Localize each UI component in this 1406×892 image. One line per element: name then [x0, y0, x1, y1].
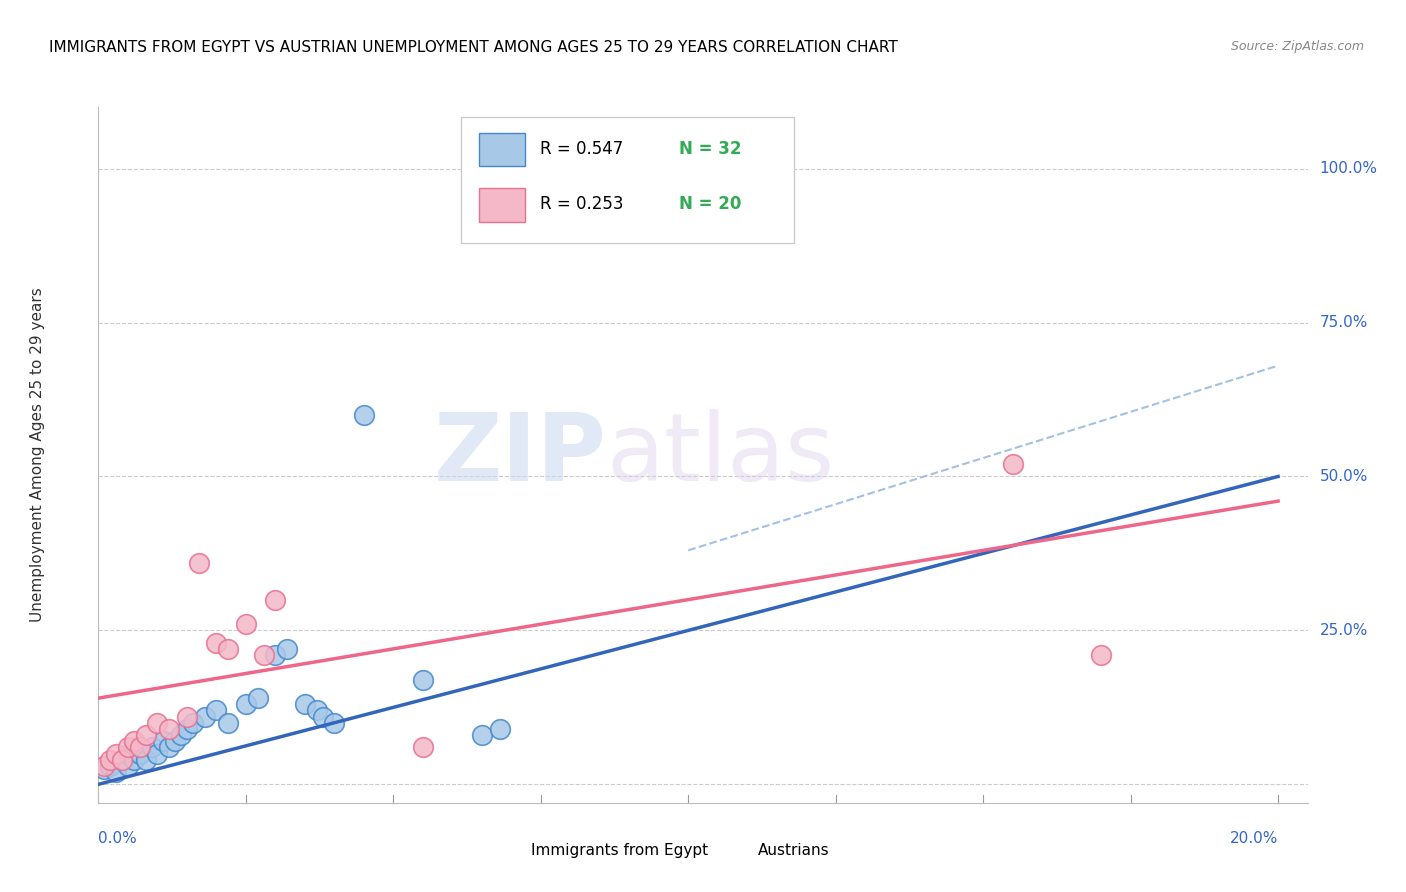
Text: R = 0.253: R = 0.253 [540, 195, 623, 213]
Point [294, 698, 316, 712]
Point [205, 703, 228, 717]
Point [187, 556, 209, 570]
Point [305, 703, 328, 717]
Point [157, 722, 180, 736]
Point [111, 753, 134, 767]
Text: 0.0%: 0.0% [98, 830, 138, 846]
Point [117, 759, 139, 773]
Text: Austrians: Austrians [758, 843, 830, 857]
Point [323, 715, 346, 730]
Point [1090, 648, 1112, 662]
Text: IMMIGRANTS FROM EGYPT VS AUSTRIAN UNEMPLOYMENT AMONG AGES 25 TO 29 YEARS CORRELA: IMMIGRANTS FROM EGYPT VS AUSTRIAN UNEMPL… [49, 40, 898, 55]
Point [276, 641, 298, 656]
Point [1001, 457, 1024, 471]
Point [264, 592, 287, 607]
Point [152, 734, 174, 748]
Text: N = 32: N = 32 [679, 140, 741, 158]
Point [135, 753, 157, 767]
Point [217, 641, 239, 656]
Point [146, 747, 169, 761]
Point [205, 636, 228, 650]
Text: Source: ZipAtlas.com: Source: ZipAtlas.com [1230, 40, 1364, 54]
Point [122, 734, 145, 748]
FancyBboxPatch shape [474, 840, 522, 860]
Text: 50.0%: 50.0% [1319, 469, 1368, 484]
Text: 20.0%: 20.0% [1230, 830, 1278, 846]
Text: ZIP: ZIP [433, 409, 606, 501]
Point [117, 740, 139, 755]
Text: atlas: atlas [606, 409, 835, 501]
Point [157, 740, 180, 755]
FancyBboxPatch shape [479, 188, 526, 222]
Point [170, 728, 193, 742]
Text: N = 20: N = 20 [679, 195, 741, 213]
Point [105, 747, 128, 761]
Point [141, 740, 163, 755]
Point [98, 753, 121, 767]
Point [353, 408, 375, 422]
Point [176, 722, 198, 736]
Point [93, 762, 115, 776]
Point [122, 753, 145, 767]
Text: Immigrants from Egypt: Immigrants from Egypt [531, 843, 709, 857]
Point [111, 753, 134, 767]
FancyBboxPatch shape [699, 840, 748, 860]
Text: Unemployment Among Ages 25 to 29 years: Unemployment Among Ages 25 to 29 years [31, 287, 45, 623]
Point [235, 617, 257, 632]
Point [135, 728, 157, 742]
Point [93, 759, 115, 773]
FancyBboxPatch shape [461, 118, 793, 243]
Point [165, 734, 187, 748]
Text: R = 0.547: R = 0.547 [540, 140, 623, 158]
Text: 25.0%: 25.0% [1319, 623, 1368, 638]
Text: 75.0%: 75.0% [1319, 315, 1368, 330]
Point [471, 728, 494, 742]
Point [412, 740, 434, 755]
Point [105, 764, 128, 779]
Point [412, 673, 434, 687]
Point [117, 747, 139, 761]
Point [181, 715, 204, 730]
Point [128, 747, 150, 761]
Point [217, 715, 239, 730]
Text: 100.0%: 100.0% [1319, 161, 1378, 176]
Point [98, 759, 121, 773]
Point [264, 648, 287, 662]
FancyBboxPatch shape [479, 133, 526, 166]
Point [235, 698, 257, 712]
Point [176, 709, 198, 723]
Point [194, 709, 217, 723]
Point [311, 709, 333, 723]
Point [146, 715, 169, 730]
Point [252, 648, 274, 662]
Point [488, 722, 510, 736]
Point [128, 740, 150, 755]
Point [246, 691, 269, 706]
